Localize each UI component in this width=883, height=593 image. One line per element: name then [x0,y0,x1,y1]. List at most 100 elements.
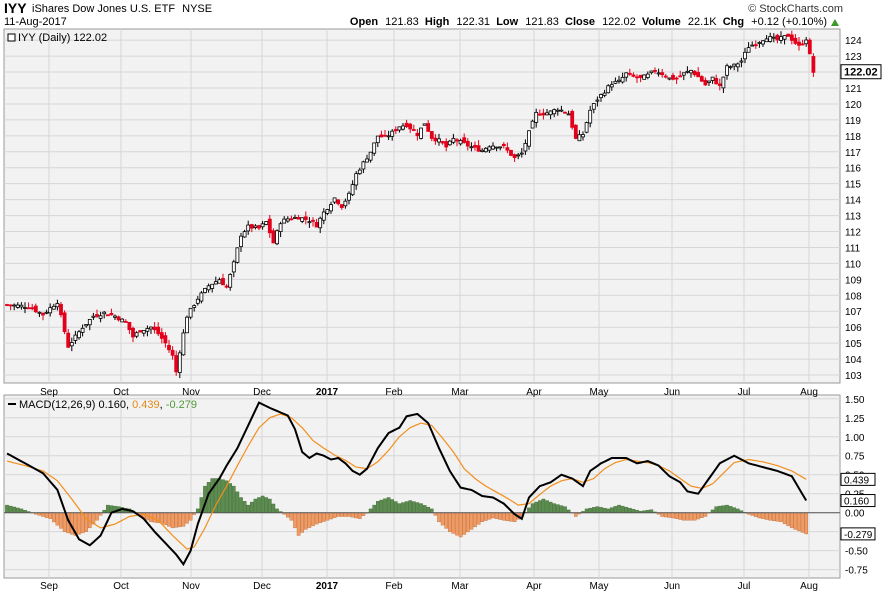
candle-body [246,224,251,232]
candle-body [5,304,9,306]
candle-body [473,144,477,148]
histogram-bar [41,512,45,517]
candle-body [213,281,218,285]
histogram-bar [664,512,668,518]
histogram-bar [5,504,9,513]
histogram-bar [703,512,708,517]
candle-body [599,94,603,99]
histogram-bar [548,501,553,513]
price-tick-label: 110 [845,259,861,270]
price-x-label: May [590,387,609,398]
histogram-bar [782,512,787,525]
macd-x-label: Feb [385,581,403,592]
histogram-bar [671,512,675,519]
histogram-bar [588,507,592,513]
histogram-bar [231,485,236,513]
price-tick-label: 124 [845,36,862,47]
candle-body [368,151,373,161]
histogram-bar [372,504,377,513]
candle-body [257,225,261,229]
histogram-bar [685,512,690,521]
histogram-bar [494,512,499,519]
candle-body [458,140,463,145]
candle-body [735,63,740,68]
histogram-bar [487,512,492,520]
price-tick-label: 107 [845,307,862,318]
candle-body [217,279,222,284]
histogram-bar [610,507,614,513]
histogram-bar [350,512,355,518]
histogram-bar [181,512,186,527]
candle-body [149,326,153,330]
candle-body [692,70,697,76]
histogram-bar [692,512,697,521]
histogram-bar [595,506,600,513]
macd-tick-label: 0.75 [845,452,865,463]
histogram-bar [768,512,772,521]
histogram-bar [257,497,261,513]
histogram-bar [541,498,546,513]
candle-body [311,219,315,222]
histogram-bar [804,512,808,535]
candle-body [707,80,711,83]
candle-body [113,315,117,318]
candle-body [8,304,13,307]
candle-body [627,72,632,75]
candle-body [138,330,143,333]
candle-body [357,169,362,175]
macd-x-label: Mar [451,581,469,592]
candle-body [199,292,204,302]
candle-body [721,76,726,89]
ohlc-summary: Open 121.83 High 122.31 Low 121.83 Close… [350,16,839,28]
histogram-bar [764,512,769,520]
histogram-bar [152,512,157,523]
histogram-bar [44,512,49,518]
histogram-bar [473,512,477,528]
chart-date: 11-Aug-2017 [4,16,67,28]
histogram-bar [476,512,481,525]
candle-body [235,247,240,263]
histogram-bar [195,508,200,513]
histogram-bar [59,512,63,529]
candle-body [631,74,636,77]
histogram-bar [757,512,762,519]
price-tick-label: 111 [845,243,861,254]
candle-body [152,326,157,331]
histogram-bar [620,505,625,513]
histogram-bar [563,506,567,513]
macd-histogram [5,478,808,538]
histogram-bar [505,512,510,521]
price-x-label: Sep [40,387,58,398]
candle-body [545,112,549,116]
candle-body [757,42,762,44]
candle-body [170,349,175,356]
candle-body [660,72,665,76]
candle-body [195,298,200,304]
candle-body [239,235,243,247]
histogram-bar [304,512,308,530]
candle-body [15,304,20,308]
price-tick-label: 108 [845,291,862,302]
candle-body [768,36,773,42]
histogram-bar [775,512,780,522]
candle-body [537,113,542,116]
candle-body [728,66,733,69]
candle-body [527,130,531,147]
candle-body [69,342,74,347]
candlesticks [5,30,816,379]
candle-body [131,327,135,338]
candle-body [289,218,294,221]
candle-body [509,149,513,156]
candle-body [19,304,24,308]
brand-label[interactable]: © StockCharts.com [748,3,843,15]
candle-body [523,143,528,152]
candle-body [167,344,171,351]
candle-body [591,103,596,110]
candle-body [33,305,38,313]
candle-body [451,137,456,143]
histogram-bar [167,512,171,527]
candle-body [365,158,369,163]
candle-body [59,304,63,316]
macd-x-label: May [590,581,609,592]
candle-body [469,146,474,149]
